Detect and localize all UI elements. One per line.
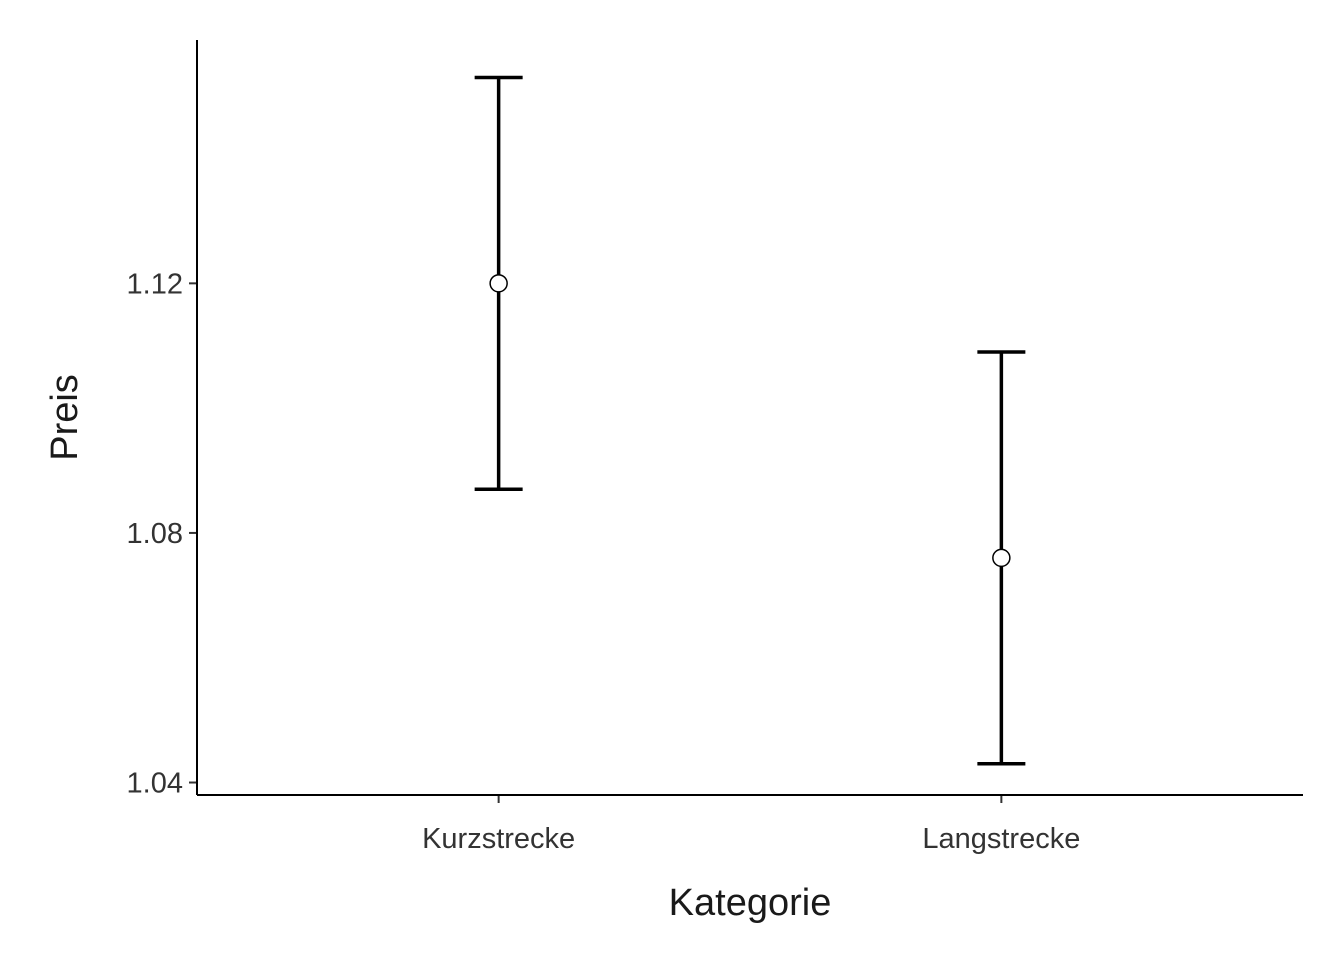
error-bar-langstrecke	[977, 350, 1026, 766]
x-tick-label: Langstrecke	[922, 823, 1080, 855]
y-tick-label: 1.08	[127, 518, 183, 550]
error-bar-marks	[474, 75, 1026, 766]
error-bar-kurzstrecke	[474, 75, 523, 492]
x-axis-ticks: Kurzstrecke Langstrecke	[422, 795, 1080, 855]
mean-point	[489, 274, 508, 293]
y-axis-ticks: 1.04 1.08 1.12	[127, 268, 197, 800]
y-tick-label: 1.04	[127, 768, 183, 800]
mean-point	[992, 548, 1011, 568]
y-axis-title: Preis	[44, 374, 86, 461]
y-tick-label: 1.12	[127, 268, 183, 300]
x-tick-label: Kurzstrecke	[422, 823, 575, 855]
x-axis-title: Kategorie	[669, 882, 832, 924]
